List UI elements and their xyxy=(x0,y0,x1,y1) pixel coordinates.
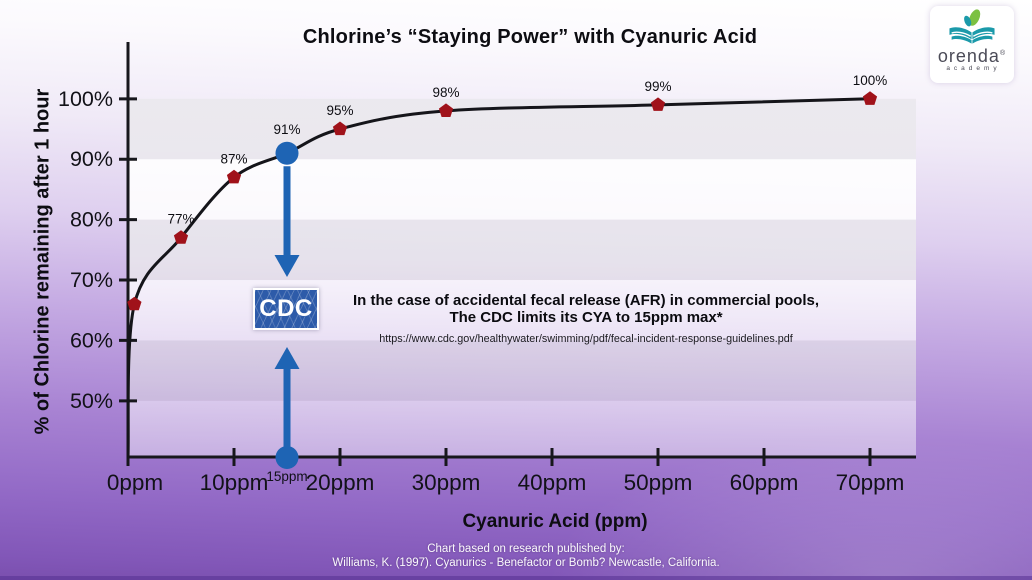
x-tick-label: 50ppm xyxy=(624,470,693,495)
x-tick-label: 40ppm xyxy=(518,470,587,495)
cdc-logo: CDC xyxy=(253,288,319,330)
data-point-label: 91% xyxy=(273,122,300,137)
chart-title: Chlorine’s “Staying Power” with Cyanuric… xyxy=(302,26,758,48)
cdc-guidelines-link[interactable]: https://www.cdc.gov/healthywater/swimmin… xyxy=(379,333,793,345)
data-point-marker xyxy=(127,296,142,311)
data-point-label: 100% xyxy=(853,73,888,88)
source-citation: Chart based on research published by: Wi… xyxy=(0,543,1032,570)
cdc-note-line2: The CDC limits its CYA to 15ppm max* xyxy=(449,309,723,326)
data-point-label: 77% xyxy=(167,212,194,227)
x-tick-label: 70ppm xyxy=(836,470,905,495)
x-tick-label-15ppm: 15ppm xyxy=(266,469,307,484)
data-point-marker xyxy=(332,121,348,136)
x-tick-label: 10ppm xyxy=(200,470,269,495)
y-tick-label: 50% xyxy=(70,389,113,413)
citation-line1: Chart based on research published by: xyxy=(427,543,625,555)
bottom-edge-strip xyxy=(0,576,1032,580)
data-point-marker xyxy=(226,169,242,184)
cdc-arrow-up-head xyxy=(274,347,300,369)
registered-mark: ® xyxy=(999,50,1007,57)
data-point-marker xyxy=(862,91,878,105)
axis-dot-15ppm xyxy=(275,446,299,469)
x-tick-label: 0ppm xyxy=(107,470,163,495)
x-axis-label: Cyanuric Acid (ppm) xyxy=(462,511,648,532)
data-point-label: 87% xyxy=(220,151,247,166)
y-tick-label: 70% xyxy=(70,268,113,292)
plot-area-band xyxy=(128,98,916,457)
cdc-logo-text: CDC xyxy=(259,295,313,322)
grid-band-gray xyxy=(128,340,916,401)
data-point-label: 98% xyxy=(432,85,459,100)
x-tick-label: 30ppm xyxy=(412,470,481,495)
cdc-note-line1: In the case of accidental fecal release … xyxy=(353,292,819,309)
orenda-academy-text: academy xyxy=(946,65,1001,72)
data-point-marker xyxy=(438,103,454,117)
highlight-point-15ppm xyxy=(275,141,299,165)
x-tick-label: 20ppm xyxy=(306,470,375,495)
data-point-marker xyxy=(173,230,189,244)
grid-band-gray xyxy=(128,219,916,281)
citation-line2: Williams, K. (1997). Cyanurics - Benefac… xyxy=(332,556,720,569)
data-point-marker xyxy=(650,97,666,111)
cdc-annotation: In the case of accidental fecal release … xyxy=(326,292,846,345)
y-tick-label: 100% xyxy=(58,87,113,111)
y-tick-label: 90% xyxy=(70,147,113,171)
orenda-brand-text: orenda® xyxy=(937,46,1007,66)
x-tick-label: 60ppm xyxy=(730,470,799,495)
orenda-book-leaf-icon xyxy=(949,9,995,44)
cdc-arrow-down-head xyxy=(274,255,300,277)
orenda-academy-logo: orenda® academy xyxy=(930,6,1014,83)
y-tick-label: 60% xyxy=(70,328,113,352)
y-tick-label: 80% xyxy=(70,208,113,232)
data-point-label: 95% xyxy=(326,103,353,118)
data-point-label: 99% xyxy=(644,79,671,94)
